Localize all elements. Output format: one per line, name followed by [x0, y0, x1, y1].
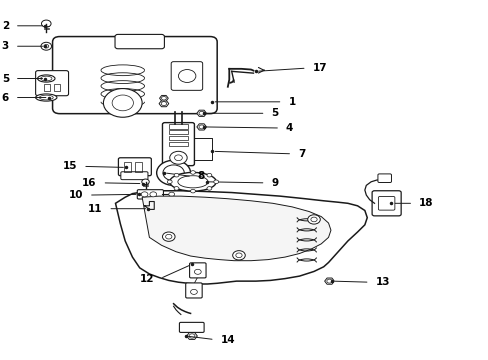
Circle shape [150, 192, 156, 197]
Circle shape [112, 95, 133, 111]
Circle shape [199, 111, 204, 115]
Circle shape [307, 215, 320, 224]
Polygon shape [197, 124, 206, 130]
Text: 14: 14 [220, 334, 235, 345]
Ellipse shape [39, 95, 53, 100]
Circle shape [174, 186, 179, 190]
Circle shape [174, 174, 179, 177]
Circle shape [190, 189, 195, 193]
Circle shape [141, 192, 148, 197]
Bar [168, 136, 188, 140]
FancyBboxPatch shape [371, 191, 400, 216]
FancyBboxPatch shape [36, 71, 68, 96]
FancyBboxPatch shape [179, 322, 203, 332]
Circle shape [206, 174, 211, 177]
Circle shape [167, 180, 172, 184]
Text: 11: 11 [88, 204, 102, 214]
Ellipse shape [169, 172, 216, 191]
Text: 18: 18 [418, 198, 433, 208]
Circle shape [178, 69, 196, 82]
Text: 3: 3 [2, 41, 9, 51]
Circle shape [156, 160, 190, 185]
Text: 5: 5 [2, 73, 9, 84]
Ellipse shape [38, 75, 55, 82]
Text: 5: 5 [271, 108, 278, 118]
Text: 12: 12 [140, 274, 154, 284]
Circle shape [103, 89, 142, 117]
Circle shape [232, 251, 245, 260]
Circle shape [174, 155, 182, 161]
Polygon shape [115, 191, 366, 284]
Text: 16: 16 [82, 178, 97, 188]
FancyBboxPatch shape [137, 190, 163, 199]
FancyBboxPatch shape [377, 174, 391, 183]
FancyBboxPatch shape [121, 172, 148, 180]
Circle shape [189, 334, 195, 338]
Text: 6: 6 [2, 93, 9, 103]
Circle shape [41, 42, 52, 50]
Circle shape [235, 253, 242, 258]
Bar [168, 130, 188, 134]
Text: 9: 9 [271, 178, 278, 188]
Text: 2: 2 [2, 21, 9, 31]
Circle shape [163, 165, 184, 181]
FancyBboxPatch shape [185, 283, 202, 298]
Circle shape [161, 102, 166, 105]
Ellipse shape [41, 76, 52, 81]
Polygon shape [324, 278, 334, 284]
Circle shape [168, 192, 174, 197]
Bar [168, 125, 188, 129]
Bar [168, 141, 188, 146]
FancyBboxPatch shape [53, 37, 217, 114]
Circle shape [206, 186, 211, 190]
Text: 4: 4 [285, 123, 293, 133]
Text: 17: 17 [312, 63, 326, 73]
Text: 15: 15 [62, 161, 77, 171]
FancyBboxPatch shape [171, 62, 202, 90]
FancyBboxPatch shape [118, 158, 151, 176]
Circle shape [44, 44, 49, 48]
Polygon shape [142, 196, 330, 261]
Text: 7: 7 [297, 149, 305, 159]
Circle shape [199, 125, 204, 129]
Circle shape [213, 180, 218, 184]
FancyBboxPatch shape [162, 123, 194, 166]
Polygon shape [197, 110, 206, 116]
Bar [44, 84, 50, 91]
Text: 10: 10 [68, 190, 83, 200]
Circle shape [190, 289, 197, 294]
FancyBboxPatch shape [115, 35, 164, 49]
Text: 13: 13 [375, 277, 389, 287]
Ellipse shape [36, 94, 57, 101]
Circle shape [41, 20, 51, 27]
Circle shape [142, 179, 149, 185]
Circle shape [326, 279, 331, 283]
Circle shape [190, 171, 195, 174]
FancyBboxPatch shape [189, 263, 205, 278]
Bar [135, 162, 142, 172]
Circle shape [165, 234, 172, 239]
Polygon shape [159, 100, 168, 107]
Circle shape [161, 96, 166, 100]
Bar [53, 84, 60, 91]
Polygon shape [186, 333, 197, 339]
Circle shape [310, 217, 317, 222]
FancyBboxPatch shape [378, 197, 394, 210]
Bar [124, 162, 131, 172]
Ellipse shape [178, 176, 208, 188]
Circle shape [162, 232, 175, 241]
Circle shape [169, 151, 187, 164]
Text: 1: 1 [288, 97, 295, 107]
Polygon shape [159, 95, 168, 101]
Circle shape [194, 269, 201, 274]
Text: 8: 8 [198, 171, 204, 181]
